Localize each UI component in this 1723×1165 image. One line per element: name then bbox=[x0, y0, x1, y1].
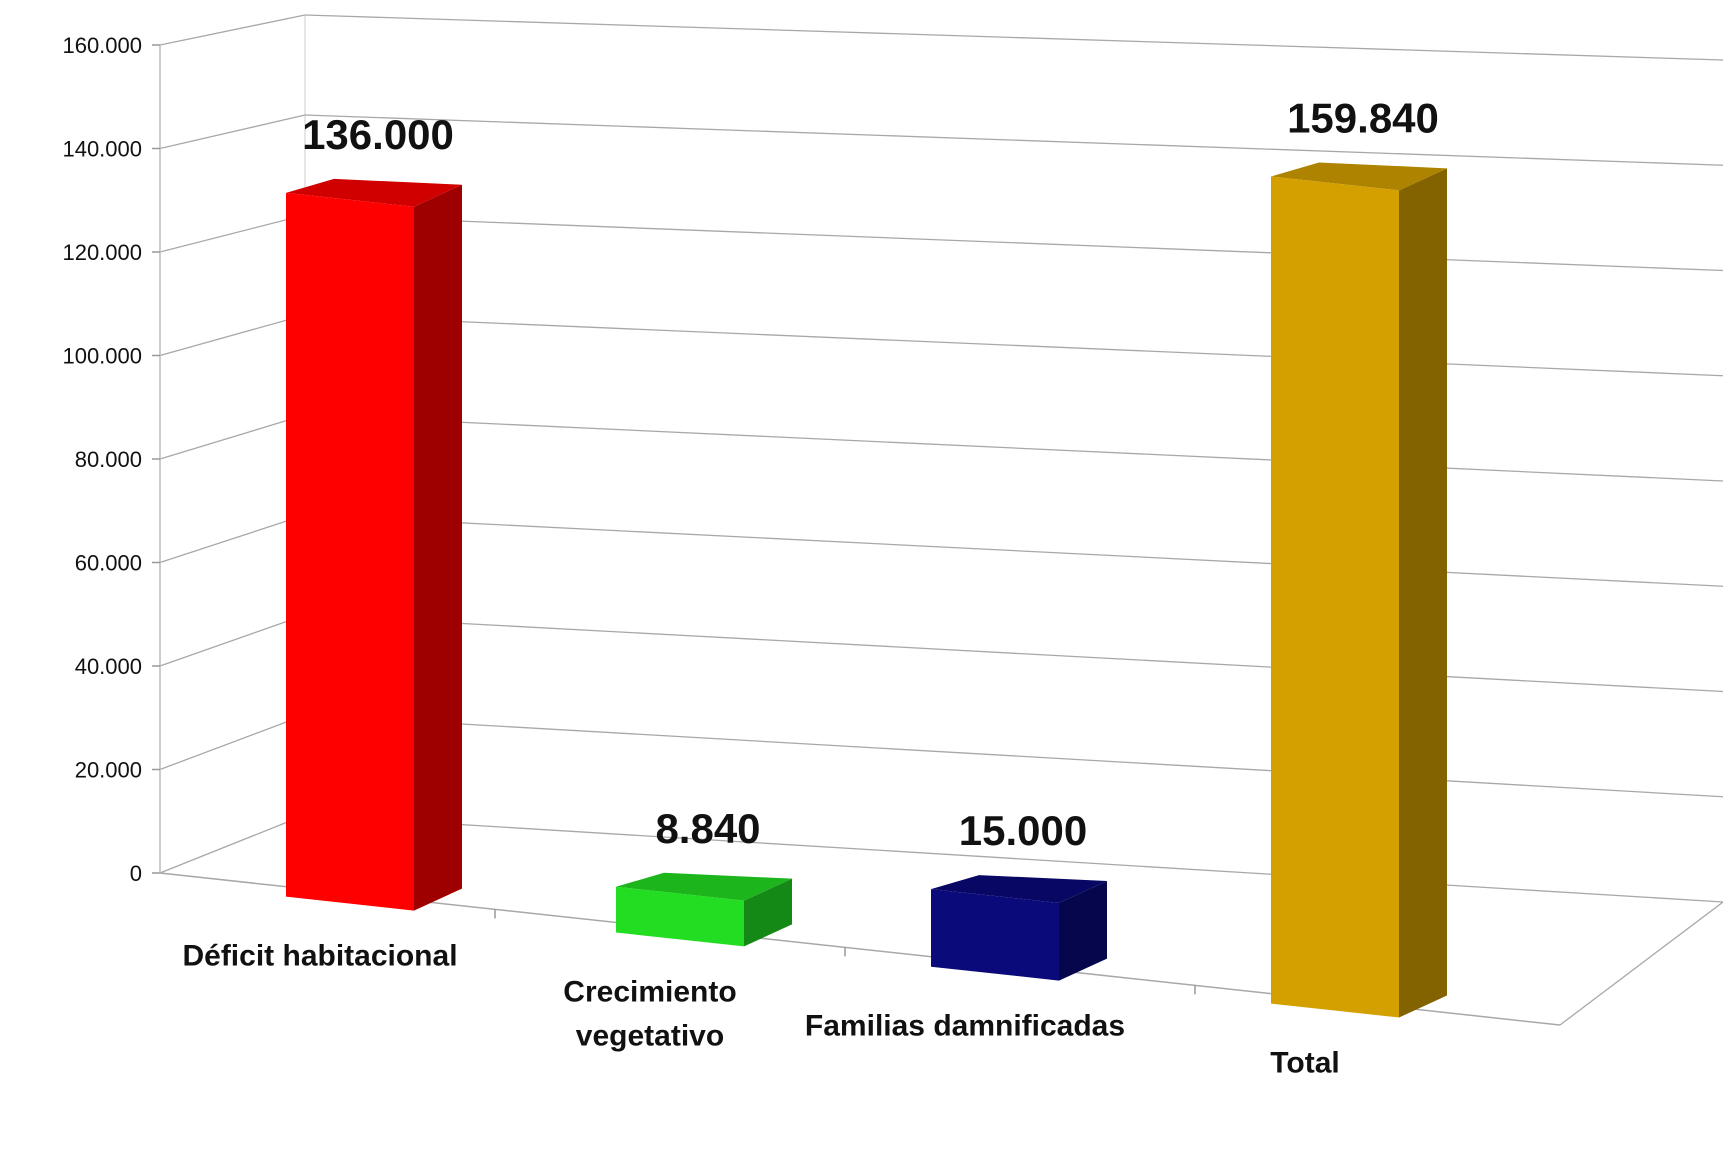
x-tick-label: vegetativo bbox=[576, 1019, 724, 1052]
bar-side bbox=[1059, 880, 1107, 981]
bar-front bbox=[1271, 176, 1399, 1018]
gridline-back bbox=[304, 414, 1723, 482]
gridline-back bbox=[304, 814, 1723, 903]
gridline-back bbox=[304, 114, 1723, 166]
y-tick-label: 20.000 bbox=[75, 758, 142, 783]
x-tick-label: Crecimiento bbox=[563, 975, 736, 1008]
bar-front bbox=[931, 889, 1059, 981]
bar-top bbox=[1271, 162, 1447, 191]
gridline-back bbox=[304, 514, 1723, 587]
gridline-back bbox=[304, 314, 1723, 377]
data-label: 159.840 bbox=[1287, 94, 1439, 141]
bar-front bbox=[286, 192, 414, 911]
x-axis-labels: Déficit habitacional Crecimiento vegetativ… bbox=[182, 940, 1339, 1080]
y-tick-label: 120.000 bbox=[62, 240, 142, 265]
x-tick-label: Familias damnificadas bbox=[805, 1010, 1125, 1043]
gridline-side bbox=[159, 114, 306, 150]
y-tick-label: 80.000 bbox=[75, 447, 142, 472]
bar-side bbox=[1399, 168, 1447, 1018]
bar-top bbox=[616, 872, 792, 901]
y-tick-label: 60.000 bbox=[75, 551, 142, 576]
gridline-side bbox=[159, 314, 306, 357]
bar-4 bbox=[1271, 162, 1447, 1018]
y-tick-label: 160.000 bbox=[62, 33, 142, 58]
data-label: 8.840 bbox=[655, 805, 760, 852]
gridline-side bbox=[159, 714, 306, 771]
gridline-side bbox=[159, 614, 306, 667]
bar-1 bbox=[286, 178, 462, 911]
floor-edge bbox=[1559, 901, 1723, 1026]
bar-side bbox=[414, 184, 462, 911]
y-tick-label: 100.000 bbox=[62, 344, 142, 369]
x-tick-label: Total bbox=[1270, 1047, 1339, 1080]
data-labels: 136.000 8.840 15.000 159.840 bbox=[302, 94, 1439, 854]
data-label: 15.000 bbox=[959, 807, 1087, 854]
bar-2 bbox=[616, 872, 792, 947]
gridline-back bbox=[304, 714, 1723, 798]
y-axis: 0 20.000 40.000 60.000 80.000 100.000 120.000 1… bbox=[62, 33, 1561, 1026]
gridline-side bbox=[159, 414, 306, 460]
bar-3 bbox=[931, 875, 1107, 981]
data-label: 136.000 bbox=[302, 111, 454, 158]
gridline-side bbox=[159, 214, 306, 253]
gridline-side bbox=[159, 814, 306, 874]
bar-side bbox=[744, 878, 792, 947]
y-tick-label: 40.000 bbox=[75, 654, 142, 679]
gridline-back bbox=[304, 14, 1723, 61]
bar-top bbox=[286, 178, 462, 207]
bars bbox=[286, 162, 1447, 1018]
gridline-side bbox=[159, 514, 306, 564]
y-tick-label: 0 bbox=[130, 861, 142, 886]
gridline-back bbox=[304, 214, 1723, 272]
y-tick-label: 140.000 bbox=[62, 137, 142, 162]
bar-top bbox=[931, 875, 1107, 903]
x-tick-label: Déficit habitacional bbox=[182, 940, 457, 973]
gridline-side bbox=[159, 14, 306, 46]
gridline-back bbox=[304, 614, 1723, 693]
gridlines bbox=[159, 14, 1723, 1026]
bar-front bbox=[616, 886, 744, 947]
